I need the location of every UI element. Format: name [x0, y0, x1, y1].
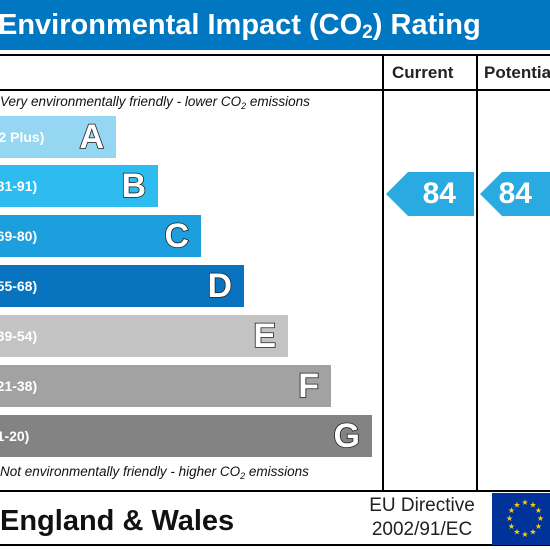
column-divider-potential: [476, 54, 478, 492]
band-range: (1-20): [0, 428, 30, 444]
band-range: (39-54): [0, 328, 38, 344]
band-range: (81-91): [0, 178, 38, 194]
svg-text:★: ★: [535, 522, 542, 531]
header-row-divider: [0, 89, 550, 91]
band-letter: D: [207, 266, 233, 306]
svg-text:★: ★: [513, 501, 520, 510]
band-range: (55-68): [0, 278, 38, 294]
region-label: England & Wales: [0, 505, 235, 537]
rating-title: Environmental Impact (CO2) Rating: [0, 9, 481, 43]
column-divider-current: [382, 54, 384, 492]
band-letter: F: [297, 366, 319, 406]
band-b: (81-91) B: [0, 165, 158, 207]
band-range: (69-80): [0, 228, 38, 244]
svg-text:★: ★: [506, 514, 513, 523]
svg-text:★: ★: [521, 530, 528, 539]
svg-text:★: ★: [508, 522, 515, 531]
band-range: (21-38): [0, 378, 38, 394]
svg-text:★: ★: [513, 528, 520, 537]
potential-column-heading: Potential: [484, 63, 550, 82]
band-g: (1-20) G: [0, 415, 372, 457]
svg-text:★: ★: [537, 514, 544, 523]
band-c: (69-80) C: [0, 215, 201, 257]
band-letter: B: [121, 166, 147, 206]
title-subscript: 2: [362, 22, 373, 43]
rating-frame: [0, 54, 550, 546]
band-letter: A: [79, 117, 105, 157]
band-letter: G: [333, 416, 361, 456]
svg-text:★: ★: [535, 506, 542, 515]
band-letter: C: [164, 216, 190, 256]
eu-flag-icon: ★ ★ ★ ★ ★ ★ ★ ★ ★ ★ ★ ★: [492, 493, 550, 545]
eu-directive-label: EU Directive 2002/91/EC: [369, 495, 475, 540]
bottom-caption: Not environmentally friendly - higher CO…: [0, 464, 309, 479]
band-a: (92 Plus) A: [0, 116, 116, 158]
svg-text:★: ★: [521, 498, 528, 507]
svg-text:★: ★: [529, 501, 536, 510]
rating-header: Environmental Impact (CO2) Rating: [0, 0, 550, 50]
band-e: (39-54) E: [0, 315, 288, 357]
band-letter: E: [253, 316, 277, 356]
svg-text:★: ★: [508, 506, 515, 515]
current-column-heading: Current: [392, 63, 454, 82]
footer-divider: [0, 490, 550, 492]
band-range: (92 Plus): [0, 129, 45, 145]
band-d: (55-68) D: [0, 265, 244, 307]
band-f: (21-38) F: [0, 365, 331, 407]
top-caption: Very environmentally friendly - lower CO…: [0, 94, 310, 109]
svg-text:★: ★: [529, 528, 536, 537]
